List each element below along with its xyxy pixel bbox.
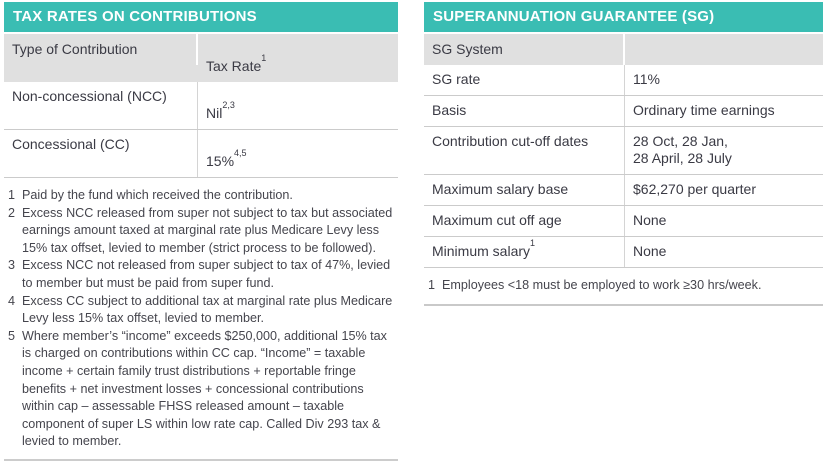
tax-rate-footnote-ref: 2,3 xyxy=(222,100,235,111)
sg-row-footnote-ref: 1 xyxy=(530,238,536,249)
tax-rates-table: TAX RATES ON CONTRIBUTIONS Type of Contr… xyxy=(4,2,398,461)
sg-row-label: SG rate xyxy=(424,65,625,95)
sg-section-header-row: SG System xyxy=(424,34,823,65)
tax-rate-cell: Nil2,3 xyxy=(198,82,398,129)
column-header-tax-rate-footnote-ref: 1 xyxy=(261,53,267,64)
contribution-type-cell: Non-concessional (NCC) xyxy=(4,82,198,129)
table-row: Minimum salary1 None xyxy=(424,237,823,268)
tax-rates-title: TAX RATES ON CONTRIBUTIONS xyxy=(4,2,398,34)
sg-table: SUPERANNUATION GUARANTEE (SG) SG System … xyxy=(424,2,823,306)
sg-row-value: 11% xyxy=(633,71,660,87)
sg-title: SUPERANNUATION GUARANTEE (SG) xyxy=(424,2,823,34)
sg-row-label-text: Minimum salary xyxy=(432,243,531,259)
sg-row-label: Maximum cut off age xyxy=(424,206,625,236)
column-header-type: Type of Contribution xyxy=(4,34,198,65)
sg-row-value: $62,270 per quarter xyxy=(633,181,756,197)
footnote-number: 1 xyxy=(8,188,16,202)
sg-row-label: Maximum salary base xyxy=(424,175,625,205)
tax-rate-value: Nil xyxy=(206,105,223,121)
footnote-number: 1 xyxy=(428,278,436,292)
tax-rates-footnotes: 1 Paid by the fund which received the co… xyxy=(4,178,398,461)
sg-row-label: Minimum salary1 xyxy=(424,237,625,267)
footnote: 5 Where member’s “income” exceeds $250,0… xyxy=(8,328,396,451)
sg-row-value: Ordinary time earnings xyxy=(633,102,775,118)
tax-rate-value: 15% xyxy=(206,153,235,169)
column-header-tax-rate: Tax Rate1 xyxy=(198,34,398,82)
tax-rate-footnote-ref: 4,5 xyxy=(234,148,247,159)
sg-row-value: None xyxy=(633,243,667,259)
table-row: Maximum salary base $62,270 per quarter xyxy=(424,175,823,206)
footnote-number: 5 xyxy=(8,328,16,343)
table-row: Non-concessional (NCC) Nil2,3 xyxy=(4,82,398,130)
footnote-number: 2 xyxy=(8,205,16,220)
sg-footnotes: 1 Employees <18 must be employed to work… xyxy=(424,268,823,306)
column-header-type-label: Type of Contribution xyxy=(12,41,138,57)
column-header-tax-rate-label: Tax Rate xyxy=(206,58,262,74)
sg-row-label-text: SG rate xyxy=(432,71,481,87)
footnote-text: Excess CC subject to additional tax at m… xyxy=(22,293,393,326)
sg-row-label: Contribution cut-off dates xyxy=(424,127,625,174)
footnote-number: 3 xyxy=(8,258,16,273)
sg-row-value: None xyxy=(633,212,667,228)
table-row: Maximum cut off age None xyxy=(424,206,823,237)
table-row: SG rate 11% xyxy=(424,65,823,96)
sg-row-value: 28 Oct, 28 Jan, 28 April, 28 July xyxy=(633,133,732,166)
sg-system-header-empty-cell xyxy=(625,34,823,64)
footnote-text: Excess NCC not released from super subje… xyxy=(22,258,391,290)
footnote: 1 Employees <18 must be employed to work… xyxy=(428,277,821,295)
footnote-text: Paid by the fund which received the cont… xyxy=(22,188,293,202)
contribution-type-cell: Concessional (CC) xyxy=(4,130,198,177)
footnote-text: Excess NCC released from super not subje… xyxy=(22,205,393,255)
footnote: 1 Paid by the fund which received the co… xyxy=(8,187,396,205)
footnote-number: 4 xyxy=(8,293,16,308)
table-row: Basis Ordinary time earnings xyxy=(424,96,823,127)
sg-row-label-text: Contribution cut-off dates xyxy=(432,133,589,149)
sg-row-label: Basis xyxy=(424,96,625,126)
footnote-text: Where member’s “income” exceeds $250,000… xyxy=(22,328,387,449)
footnote: 2 Excess NCC released from super not sub… xyxy=(8,205,396,258)
table-row: Contribution cut-off dates 28 Oct, 28 Ja… xyxy=(424,127,823,175)
tax-rate-cell: 15%4,5 xyxy=(198,130,398,177)
sg-system-header: SG System xyxy=(424,34,625,65)
sg-row-label-text: Maximum salary base xyxy=(432,181,569,197)
footnote: 4 Excess CC subject to additional tax at… xyxy=(8,293,396,328)
footnote-text: Employees <18 must be employed to work ≥… xyxy=(442,278,762,292)
sg-row-label-text: Basis xyxy=(432,102,467,118)
footnote: 3 Excess NCC not released from super sub… xyxy=(8,257,396,292)
table-row: Concessional (CC) 15%4,5 xyxy=(4,130,398,178)
tax-rates-column-header-row: Type of Contribution Tax Rate1 xyxy=(4,34,398,82)
sg-row-label-text: Maximum cut off age xyxy=(432,212,562,228)
